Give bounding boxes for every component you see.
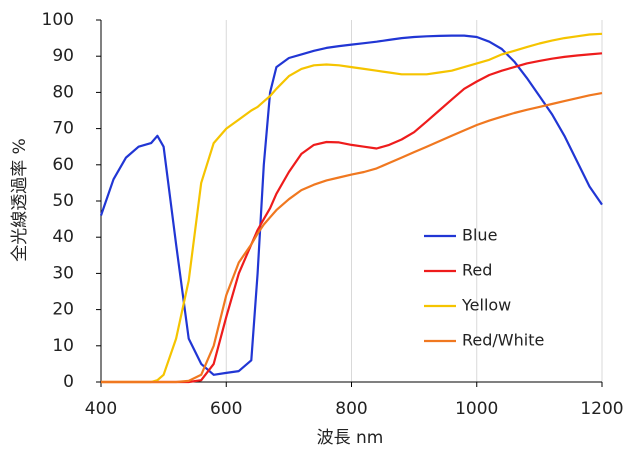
y-tick-label: 60 — [52, 155, 74, 175]
legend-label: Blue — [462, 226, 497, 245]
x-axis-label: 波長 nm — [317, 428, 384, 448]
y-tick-label: 10 — [52, 336, 74, 356]
x-tick-label: 400 — [85, 399, 117, 419]
legend-label: Red — [462, 261, 492, 280]
y-tick-label: 100 — [42, 10, 74, 30]
y-tick-label: 90 — [52, 46, 74, 66]
series-line — [99, 34, 603, 376]
y-tick-label: 30 — [52, 263, 74, 283]
y-tick-label: 40 — [52, 227, 74, 247]
series-line — [101, 32, 603, 384]
y-tick-label: 50 — [52, 191, 74, 211]
y-tick-label: 70 — [52, 119, 74, 139]
legend-label: Yellow — [461, 296, 511, 315]
x-tick-label: 800 — [335, 399, 367, 419]
y-tick-label: 20 — [52, 300, 74, 320]
x-tick-label: 1200 — [580, 399, 623, 419]
series-line — [101, 92, 603, 384]
y-tick-label: 80 — [52, 82, 74, 102]
y-tick-label: 0 — [63, 372, 74, 392]
x-tick-label: 600 — [210, 399, 242, 419]
x-tick-label: 1000 — [455, 399, 498, 419]
legend-label: Red/White — [462, 331, 544, 350]
y-axis-label: 全光線透過率 % — [10, 138, 30, 262]
